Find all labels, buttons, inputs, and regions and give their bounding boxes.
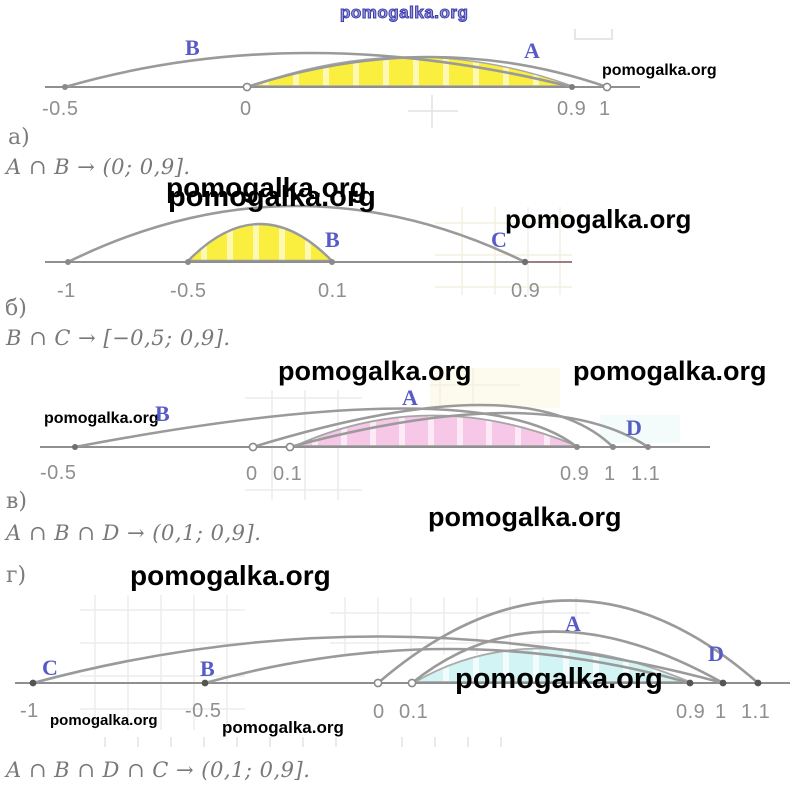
formula-b: B ∩ C → [−0,5; 0,9]. <box>6 326 231 350</box>
section-label-b: б) <box>5 296 27 321</box>
set-label-A-g: A <box>565 611 581 636</box>
point-0-v <box>248 442 258 452</box>
set-label-D-g: D <box>708 641 724 666</box>
tick-a-2: 0.9 <box>557 98 587 120</box>
shaded-region-b <box>185 222 335 263</box>
arc-B-v <box>74 407 578 449</box>
point-0-g <box>373 678 383 688</box>
tick-b-1: -0.5 <box>170 280 207 302</box>
point-0.9-a <box>569 84 575 90</box>
watermark-v-top-right: pomogalka.org <box>573 356 767 386</box>
watermark-top: pomogalka.org <box>339 3 469 23</box>
set-label-B-a: B <box>185 35 200 60</box>
set-label-B-g: B <box>200 656 215 681</box>
set-label-D-v: D <box>626 415 642 440</box>
tick-g-3: 0.1 <box>399 701 429 723</box>
point--0.5-v <box>72 444 78 450</box>
tick-v-4: 1 <box>604 463 616 485</box>
arc-C-b <box>67 204 526 264</box>
watermark-v-top-left: pomogalka.org <box>278 356 472 386</box>
number-line-diagram-b <box>45 204 572 295</box>
watermark-b-top: pomogalka.org <box>168 181 376 213</box>
watermark-v-bottom: pomogalka.org <box>428 502 622 532</box>
watermark-g-middle: pomogalka.org <box>455 663 663 695</box>
set-label-C-b: C <box>491 227 507 252</box>
arc-B-g <box>204 647 691 685</box>
section-label-a: а) <box>8 125 30 150</box>
point--0.5-b <box>185 259 191 265</box>
point-0.9-g <box>686 679 694 687</box>
point-1-v <box>610 444 616 450</box>
point-0.9-b <box>521 258 529 266</box>
point-1.1-g <box>754 679 762 687</box>
point-1-a <box>602 82 612 92</box>
set-label-A-v: A <box>402 385 418 410</box>
arc-A-g <box>377 599 759 684</box>
tick-b-2: 0.1 <box>318 280 348 302</box>
tick-b-0: -1 <box>57 280 76 302</box>
tick-g-5: 1 <box>715 701 727 723</box>
watermark-v-left: pomogalka.org <box>44 410 159 427</box>
section-label-v: в) <box>6 489 27 514</box>
watermark-g-top: pomogalka.org <box>130 560 331 591</box>
formula-a: A ∩ B → (0; 0,9]. <box>6 155 191 179</box>
point--1-g <box>29 679 37 687</box>
point-0.9-v <box>574 444 580 450</box>
tick-g-1: -0.5 <box>185 700 222 722</box>
point-0.1-g <box>407 678 417 688</box>
watermark-a-right: pomogalka.org <box>602 62 717 79</box>
watermark-g-small-mid: pomogalka.org <box>222 718 344 737</box>
point-0.1-b <box>329 259 335 265</box>
tick-v-2: 0.1 <box>273 463 303 485</box>
point--1-b <box>65 259 71 265</box>
arc-A-a <box>246 55 608 89</box>
set-label-B-b: B <box>325 227 340 252</box>
tick-b-3: 0.9 <box>511 280 541 302</box>
tick-v-5: 1.1 <box>631 463 661 485</box>
tick-a-1: 0 <box>240 98 252 120</box>
arc-B-a <box>64 51 573 89</box>
point--0.5-a <box>62 84 68 90</box>
tick-a-3: 1 <box>599 98 611 120</box>
tick-g-4: 0.9 <box>676 701 706 723</box>
watermark-b-right: pomogalka.org <box>505 204 692 234</box>
set-label-B-v: B <box>155 401 170 426</box>
set-label-A-a: A <box>524 38 540 63</box>
point-1-g <box>719 679 727 687</box>
formula-v: A ∩ B ∩ D → (0,1; 0,9]. <box>6 521 262 545</box>
tick-v-1: 0 <box>246 463 258 485</box>
section-label-g: г) <box>6 563 27 588</box>
number-line-diagram-g <box>15 595 790 747</box>
shaded-region-v <box>294 414 578 447</box>
point-0.1-v <box>285 442 295 452</box>
number-line-diagram-a <box>45 29 640 128</box>
tick-g-2: 0 <box>373 701 385 723</box>
arc-D-v <box>289 411 649 449</box>
tick-v-0: -0.5 <box>40 462 77 484</box>
point-0-a <box>242 82 252 92</box>
arc-A-v <box>252 403 614 449</box>
tick-g-0: -1 <box>20 700 39 722</box>
arc-C-g <box>32 635 724 685</box>
formula-g: A ∩ B ∩ D ∩ C → (0,1; 0,9]. <box>6 758 311 782</box>
watermark-g-small-left: pomogalka.org <box>50 712 158 729</box>
watermark-a-bottom: pomogalka.org <box>166 172 367 203</box>
tick-v-3: 0.9 <box>560 463 590 485</box>
tick-a-0: -0.5 <box>42 98 79 120</box>
arc-D-g <box>411 630 724 685</box>
set-label-C-g: C <box>42 655 58 680</box>
tick-g-6: 1.1 <box>741 701 771 723</box>
point--0.5-g <box>201 679 209 687</box>
point-1.1-v <box>645 444 651 450</box>
number-line-diagram-v <box>40 368 710 500</box>
